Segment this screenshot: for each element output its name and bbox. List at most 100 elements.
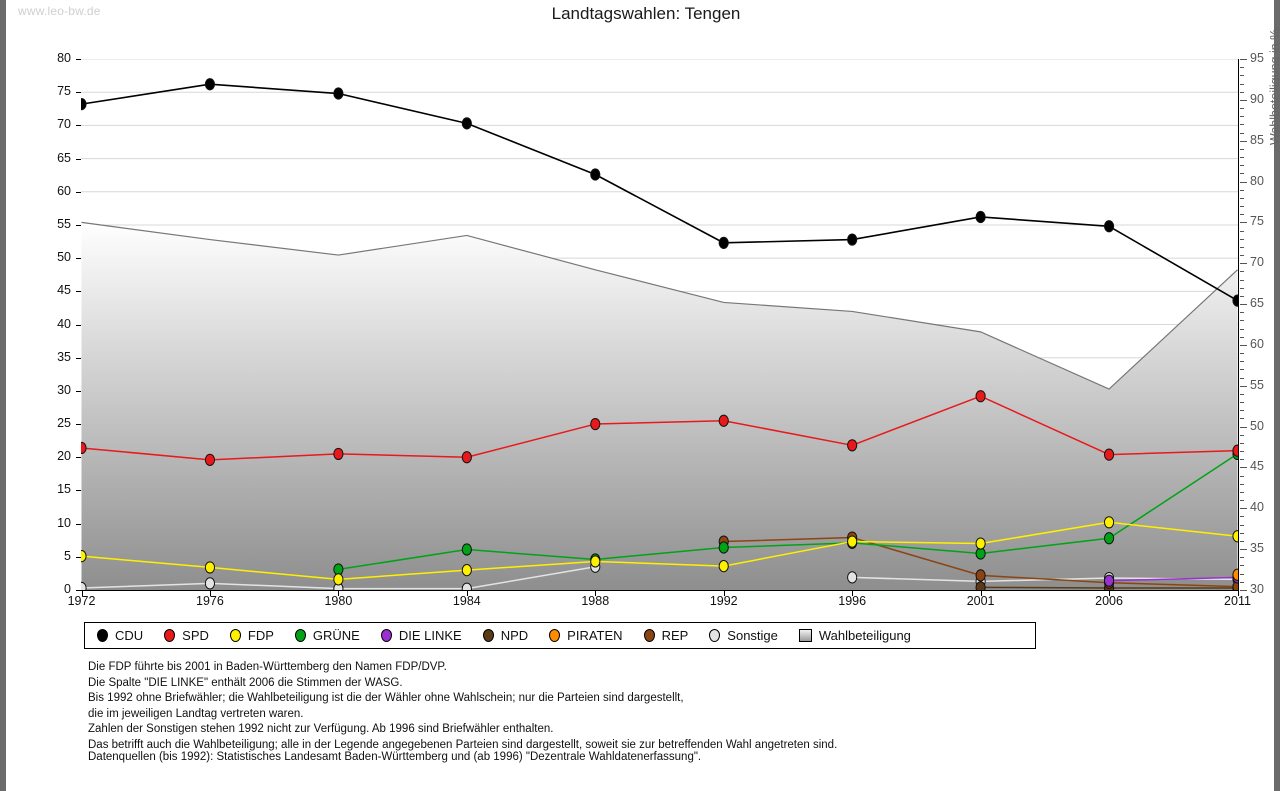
y-tick-mark-right [1240, 59, 1247, 60]
y-tick-mark-right [1240, 83, 1244, 85]
legend-item-spd[interactable]: SPD [164, 628, 209, 643]
data-point-cdu[interactable] [461, 117, 472, 130]
data-point-fdp[interactable] [1232, 530, 1238, 543]
data-point-cdu[interactable] [590, 168, 601, 181]
legend-item-npd[interactable]: NPD [482, 628, 528, 643]
y-tick-label-left: 40 [57, 316, 71, 331]
legend-diamond-icon [709, 629, 721, 642]
y-tick-mark-right [1240, 91, 1244, 93]
legend-item-sonstige[interactable]: Sonstige [709, 628, 778, 643]
data-point-cdu[interactable] [975, 210, 986, 224]
legend-item-fdp[interactable]: FDP [229, 628, 274, 643]
legend-item-rep[interactable]: REP [643, 628, 688, 643]
data-point-cdu[interactable] [847, 233, 858, 246]
data-point-fdp[interactable] [461, 563, 472, 577]
y-tick-mark-left [76, 324, 82, 326]
series-line-die-linke [1109, 576, 1238, 582]
data-point-spd[interactable] [461, 451, 472, 464]
y-tick-label-left: 45 [57, 283, 71, 298]
legend-item-wahlbeteiligung[interactable]: Wahlbeteiligung [798, 628, 911, 643]
y-tick-mark-right [1240, 508, 1247, 510]
y-tick-label-left: 55 [57, 216, 71, 231]
y-tick-mark-right [1240, 295, 1244, 297]
data-point-spd[interactable] [81, 441, 87, 455]
y-tick-mark-right [1240, 320, 1244, 322]
data-point-grüne[interactable] [718, 541, 729, 554]
data-point-rep[interactable] [975, 569, 986, 582]
legend-label: Sonstige [727, 628, 778, 643]
footnote-line: Zahlen der Sonstigen stehen 1992 nicht z… [88, 723, 554, 735]
y-tick-mark-right [1240, 206, 1244, 208]
y-tick-label-left: 70 [57, 117, 71, 132]
data-point-sonstige[interactable] [204, 577, 216, 590]
x-tick-mark [723, 591, 725, 596]
legend-label: CDU [115, 628, 144, 643]
series-markers [81, 78, 1238, 590]
y-tick-mark-left [76, 457, 82, 459]
y-tick-mark-right [1240, 304, 1247, 306]
x-tick-label: 1984 [452, 594, 481, 608]
y-axis-right-label: Wahlbeteiligung in % [1268, 29, 1280, 145]
data-point-fdp[interactable] [204, 561, 216, 574]
data-point-spd[interactable] [1103, 448, 1115, 461]
watermark: www.leo-bw.de [18, 4, 101, 18]
data-point-spd[interactable] [1232, 444, 1238, 457]
data-point-cdu[interactable] [718, 236, 729, 249]
data-point-fdp[interactable] [81, 550, 87, 563]
chart-legend[interactable]: CDU SPD FDP GRÜNE DIE LINKE NPD PIRATEN REP Sons… [84, 622, 1036, 649]
data-point-cdu[interactable] [1103, 220, 1115, 233]
y-tick-mark-left [76, 191, 82, 193]
data-point-cdu[interactable] [333, 87, 344, 100]
data-point-fdp[interactable] [847, 535, 858, 548]
legend-diamond-icon [549, 629, 561, 642]
y-tick-label-right: 60 [1250, 336, 1264, 351]
y-tick-mark-right [1240, 451, 1244, 453]
y-tick-mark-left [76, 291, 82, 293]
data-point-grüne[interactable] [461, 543, 472, 556]
data-point-cdu[interactable] [204, 78, 216, 91]
y-tick-mark-right [1240, 214, 1244, 216]
data-point-fdp[interactable] [333, 573, 344, 586]
data-point-spd[interactable] [718, 414, 729, 427]
y-tick-mark-right [1240, 140, 1247, 142]
y-tick-mark-right [1240, 377, 1244, 379]
legend-item-cdu[interactable]: CDU [97, 628, 143, 643]
data-point-fdp[interactable] [590, 555, 601, 568]
y-tick-mark-right [1240, 475, 1244, 477]
data-point-fdp[interactable] [975, 537, 986, 550]
data-point-sonstige[interactable] [461, 582, 472, 590]
data-point-die-linke[interactable] [1103, 574, 1115, 587]
data-point-fdp[interactable] [718, 560, 729, 573]
data-point-spd[interactable] [204, 453, 216, 466]
x-tick-mark [852, 591, 854, 596]
data-point-fdp[interactable] [1103, 516, 1115, 529]
y-tick-label-right: 80 [1250, 173, 1264, 188]
data-point-sonstige[interactable] [81, 581, 87, 590]
data-point-cdu[interactable] [81, 98, 87, 111]
data-point-npd[interactable] [975, 581, 986, 590]
y-tick-label-left: 80 [57, 51, 71, 65]
y-tick-mark-right [1240, 402, 1244, 404]
data-point-cdu[interactable] [1232, 294, 1238, 307]
data-point-piraten[interactable] [1232, 568, 1238, 581]
data-point-spd[interactable] [847, 439, 858, 452]
data-point-spd[interactable] [590, 417, 601, 431]
x-tick-mark [980, 591, 982, 596]
data-point-spd[interactable] [333, 447, 344, 461]
y-tick-label-right: 30 [1250, 582, 1264, 596]
y-tick-label-right: 95 [1250, 51, 1264, 65]
legend-diamond-icon [380, 629, 392, 642]
y-tick-mark-right [1240, 344, 1247, 346]
y-tick-mark-right [1240, 246, 1244, 248]
legend-item-grüne[interactable]: GRÜNE [294, 628, 360, 643]
y-tick-mark-right [1240, 263, 1247, 265]
data-point-grüne[interactable] [1103, 532, 1115, 545]
legend-item-die-linke[interactable]: DIE LINKE [380, 628, 462, 643]
data-point-spd[interactable] [975, 390, 986, 403]
legend-item-piraten[interactable]: PIRATEN [549, 628, 623, 643]
y-tick-mark-right [1240, 173, 1244, 175]
y-tick-label-right: 40 [1250, 500, 1264, 515]
y-tick-mark-right [1240, 532, 1244, 534]
y-tick-label-left: 10 [57, 515, 71, 530]
data-point-sonstige[interactable] [847, 571, 858, 584]
